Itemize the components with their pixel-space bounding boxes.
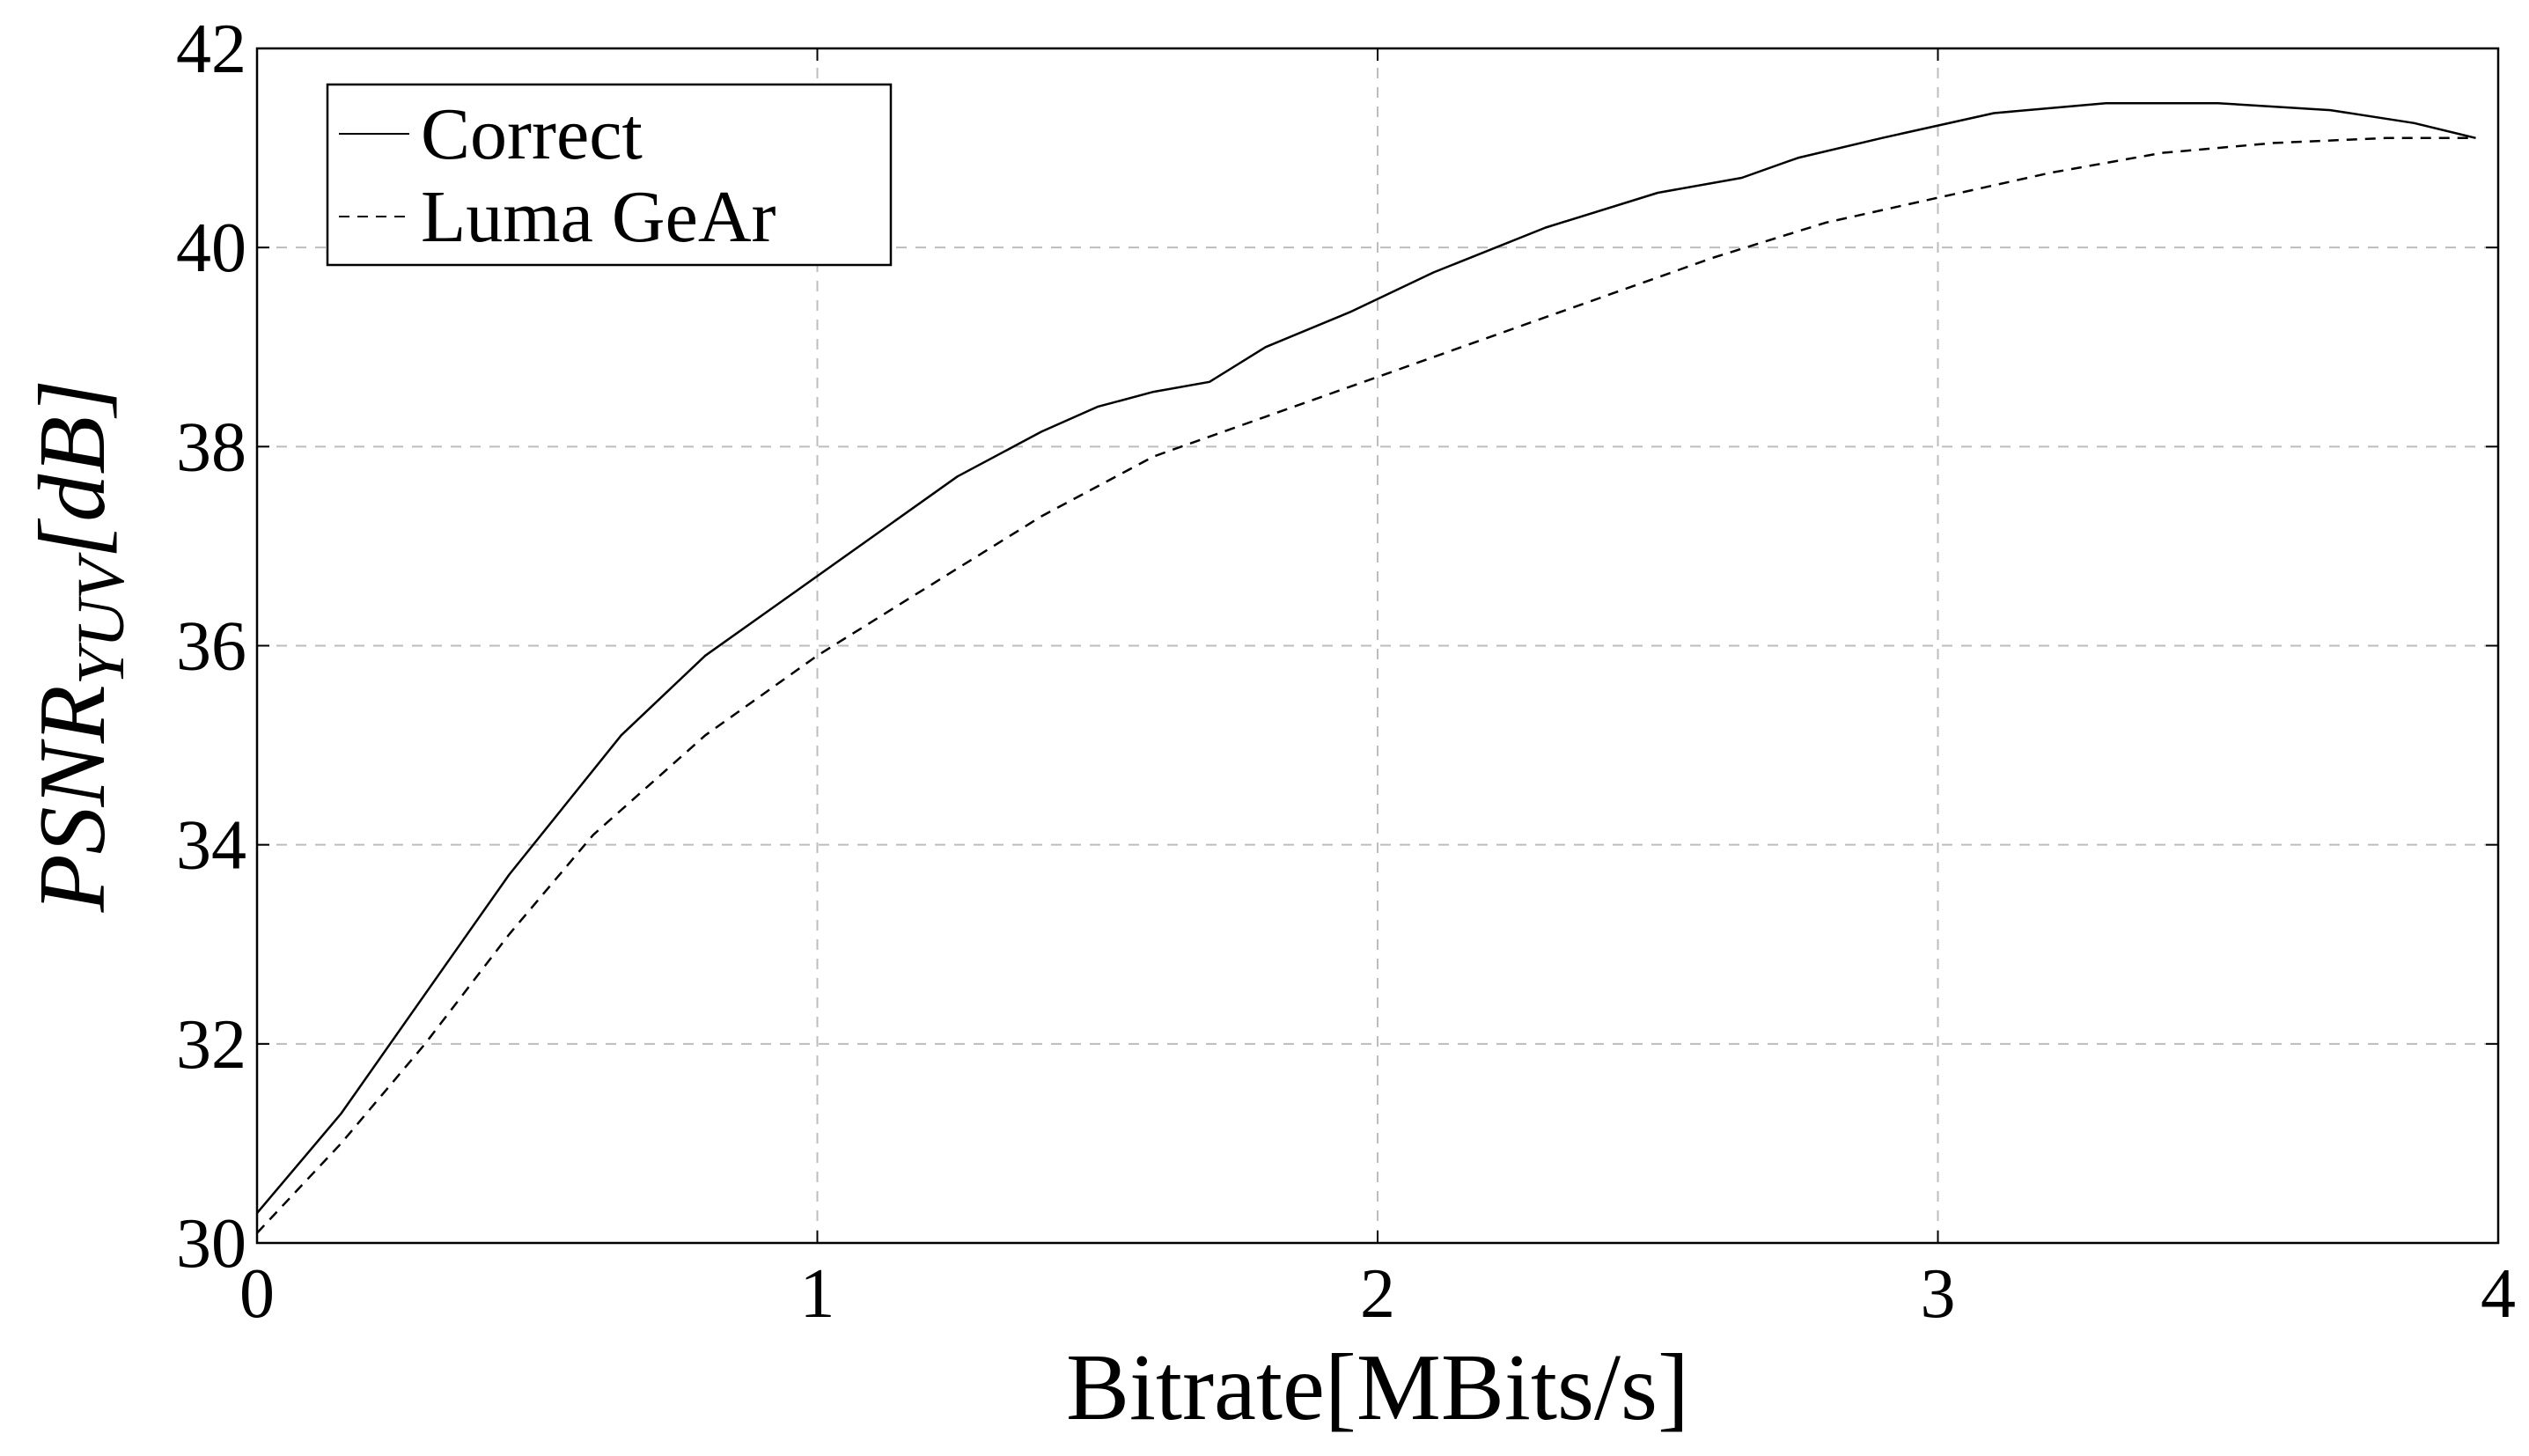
y-tick-label: 38 bbox=[176, 408, 246, 486]
x-tick-label: 0 bbox=[239, 1255, 275, 1333]
x-tick-label: 2 bbox=[1360, 1255, 1395, 1333]
x-tick-label: 1 bbox=[800, 1255, 835, 1333]
svg-text:PSNRYUV[dB]: PSNRYUV[dB] bbox=[20, 379, 138, 914]
legend-label-luma-gear: Luma GeAr bbox=[421, 176, 776, 258]
y-tick-label: 42 bbox=[176, 11, 246, 88]
y-tick-label: 40 bbox=[176, 210, 246, 287]
y-tick-label: 30 bbox=[176, 1205, 246, 1283]
legend-label-correct: Correct bbox=[421, 93, 643, 175]
legend: Correct Luma GeAr bbox=[326, 83, 893, 267]
y-axis-title-main: PSNR bbox=[20, 685, 125, 913]
x-tick-label: 4 bbox=[2481, 1255, 2516, 1333]
y-axis-title: PSNRYUV[dB] bbox=[20, 379, 138, 914]
legend-box bbox=[326, 83, 893, 267]
y-tick-label: 32 bbox=[176, 1006, 246, 1084]
series-line-correct bbox=[256, 101, 2476, 1214]
series-line-luma-gear bbox=[256, 136, 2476, 1234]
grid bbox=[257, 48, 2498, 1243]
series-layer bbox=[256, 101, 2476, 1234]
x-tick-label: 3 bbox=[1921, 1255, 1956, 1333]
x-axis-title: Bitrate[MBits/s] bbox=[1066, 1335, 1689, 1440]
y-tick-label: 34 bbox=[176, 807, 246, 885]
y-axis-title-subscript: YUV bbox=[64, 552, 138, 685]
y-axis-title-unit: [dB] bbox=[20, 379, 125, 559]
y-tick-label: 36 bbox=[176, 608, 246, 686]
